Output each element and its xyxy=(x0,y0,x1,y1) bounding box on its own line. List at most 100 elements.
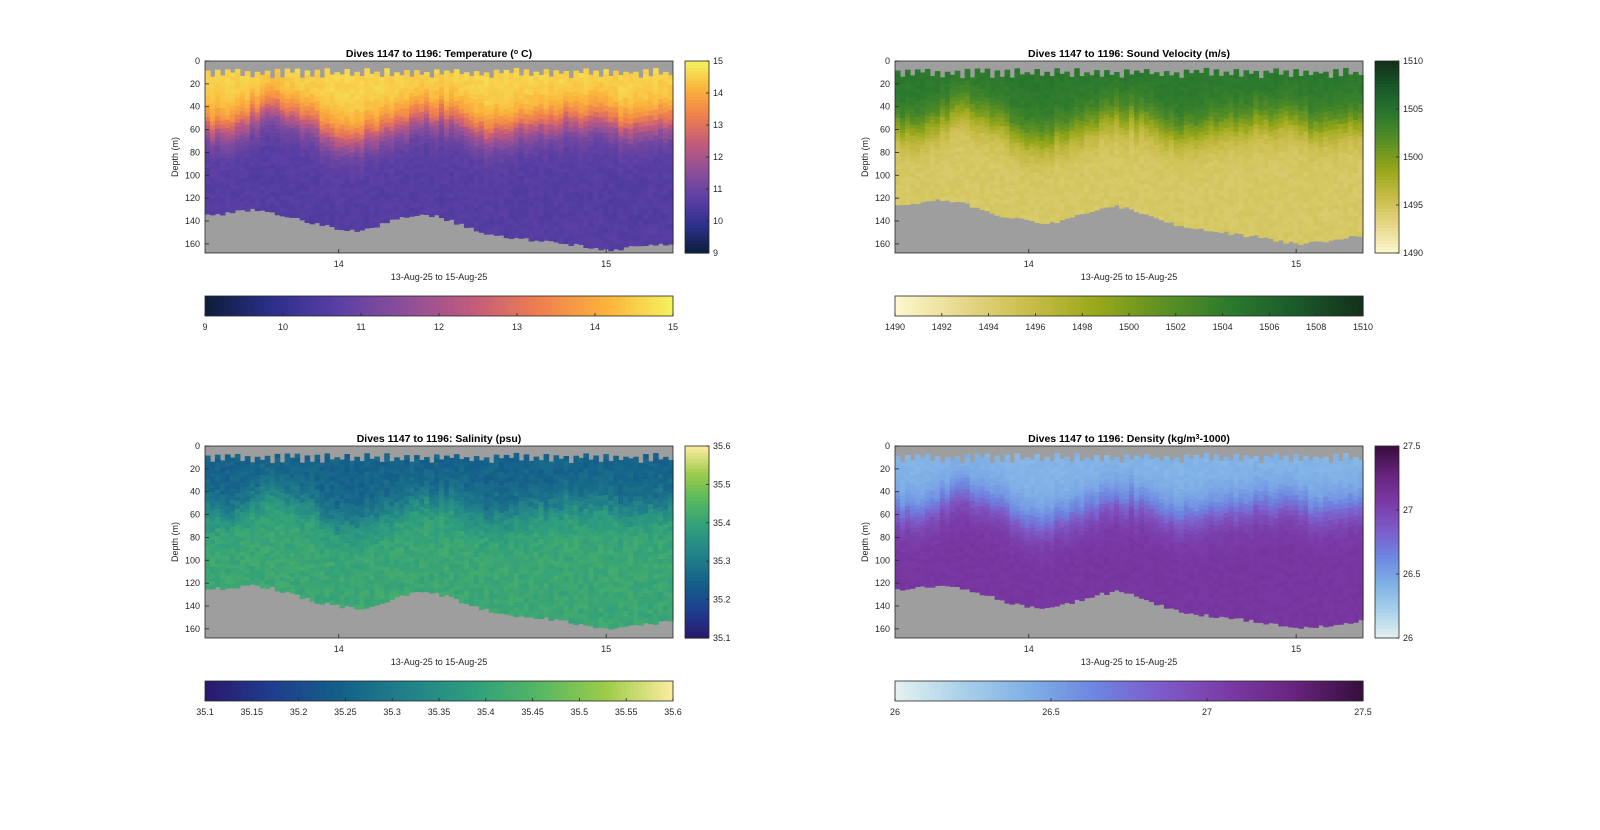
heatmap-cell xyxy=(1074,77,1080,82)
heatmap-cell xyxy=(444,137,450,142)
heatmap-cell xyxy=(235,90,241,95)
heatmap-cell xyxy=(539,109,545,114)
heatmap-cell xyxy=(344,192,350,197)
heatmap-cell xyxy=(975,175,981,180)
heatmap-cell xyxy=(499,183,505,188)
heatmap-cell xyxy=(643,188,649,194)
heatmap-cell xyxy=(1044,197,1050,202)
heatmap-cell xyxy=(1014,178,1020,183)
heatmap-cell xyxy=(414,113,420,118)
heatmap-cell xyxy=(593,206,599,212)
heatmap-cell xyxy=(900,186,906,190)
heatmap-cell xyxy=(315,124,321,129)
heatmap-cell xyxy=(1099,204,1105,208)
heatmap-cell xyxy=(290,166,296,171)
heatmap-cell xyxy=(920,73,926,77)
heatmap-cell xyxy=(404,122,410,127)
heatmap-cell xyxy=(509,209,515,214)
heatmap-cell xyxy=(339,129,345,134)
heatmap-cell xyxy=(643,225,649,231)
heatmap-cell xyxy=(469,223,475,228)
heatmap-cell xyxy=(920,122,926,126)
heatmap-cell xyxy=(280,167,286,172)
heatmap-cell xyxy=(359,121,365,126)
heatmap-cell xyxy=(275,142,281,147)
heatmap-cell xyxy=(638,152,644,158)
heatmap-cell xyxy=(230,110,236,115)
heatmap-cell xyxy=(955,140,961,144)
heatmap-cell xyxy=(583,174,589,180)
heatmap-cell xyxy=(628,149,634,155)
heatmap-cell xyxy=(554,151,560,157)
heatmap-cell xyxy=(240,170,246,175)
heatmap-cell xyxy=(1000,122,1006,127)
heatmap-cell xyxy=(1079,169,1085,174)
heatmap-cell xyxy=(529,231,535,236)
heatmap-cell xyxy=(479,154,485,159)
heatmap-cell xyxy=(648,170,654,176)
heatmap-cell xyxy=(260,162,266,167)
heatmap-cell xyxy=(215,150,221,155)
heatmap-cell xyxy=(265,75,271,80)
heatmap-cell xyxy=(623,123,629,129)
heatmap-cell xyxy=(895,189,901,194)
heatmap-cell xyxy=(960,173,966,177)
heatmap-cell xyxy=(1064,188,1070,193)
heatmap-cell xyxy=(459,92,465,97)
heatmap-cell xyxy=(519,99,525,104)
heatmap-cell xyxy=(1079,137,1085,142)
heatmap-cell xyxy=(965,112,971,117)
heatmap-cell xyxy=(1029,147,1035,152)
heatmap-cell xyxy=(638,132,644,138)
heatmap-cell xyxy=(638,206,644,212)
colorbar-tick-label: 10 xyxy=(713,216,723,226)
heatmap-cell xyxy=(544,165,550,171)
heatmap-cell xyxy=(990,189,996,194)
heatmap-cell xyxy=(1109,106,1115,110)
heatmap-cell xyxy=(613,97,619,103)
heatmap-cell xyxy=(1034,114,1040,119)
heatmap-cell xyxy=(1010,78,1016,83)
heatmap-cell xyxy=(648,229,654,235)
heatmap-cell xyxy=(235,189,241,194)
heatmap-cell xyxy=(1069,114,1075,119)
heatmap-cell xyxy=(459,131,465,136)
heatmap-cell xyxy=(245,83,251,88)
heatmap-cell xyxy=(285,195,291,200)
heatmap-cell xyxy=(965,167,971,172)
heatmap-cell xyxy=(544,99,550,105)
heatmap-cell xyxy=(985,85,991,90)
heatmap-cell xyxy=(1044,99,1050,104)
heatmap-cell xyxy=(1024,111,1030,116)
heatmap-cell xyxy=(300,78,306,83)
heatmap-cell xyxy=(618,183,624,189)
heatmap-cell xyxy=(1039,197,1045,202)
hcolorbar-swatch xyxy=(462,296,467,316)
heatmap-cell xyxy=(449,163,455,168)
heatmap-cell xyxy=(270,165,276,170)
heatmap-cell xyxy=(469,187,475,192)
heatmap-cell xyxy=(1104,70,1110,75)
heatmap-cell xyxy=(529,163,535,168)
heatmap-cell xyxy=(210,154,216,159)
heatmap-cell xyxy=(970,123,976,127)
heatmap-cell xyxy=(618,111,624,117)
heatmap-cell xyxy=(633,138,639,144)
heatmap-cell xyxy=(935,139,941,143)
heatmap-cell xyxy=(618,193,624,199)
heatmap-cell xyxy=(295,108,301,113)
heatmap-cell xyxy=(583,226,589,232)
heatmap-cell xyxy=(1054,136,1060,141)
heatmap-cell xyxy=(583,237,589,243)
heatmap-cell xyxy=(648,219,654,225)
heatmap-cell xyxy=(514,163,520,169)
heatmap-cell xyxy=(563,86,569,92)
heatmap-cell xyxy=(618,132,624,138)
hcolorbar-swatch xyxy=(447,296,452,316)
heatmap-cell xyxy=(474,203,480,208)
heatmap-cell xyxy=(1114,174,1120,179)
heatmap-cell xyxy=(568,98,574,104)
heatmap-cell xyxy=(245,100,251,105)
heatmap-cell xyxy=(449,99,455,104)
heatmap-cell xyxy=(424,110,430,115)
